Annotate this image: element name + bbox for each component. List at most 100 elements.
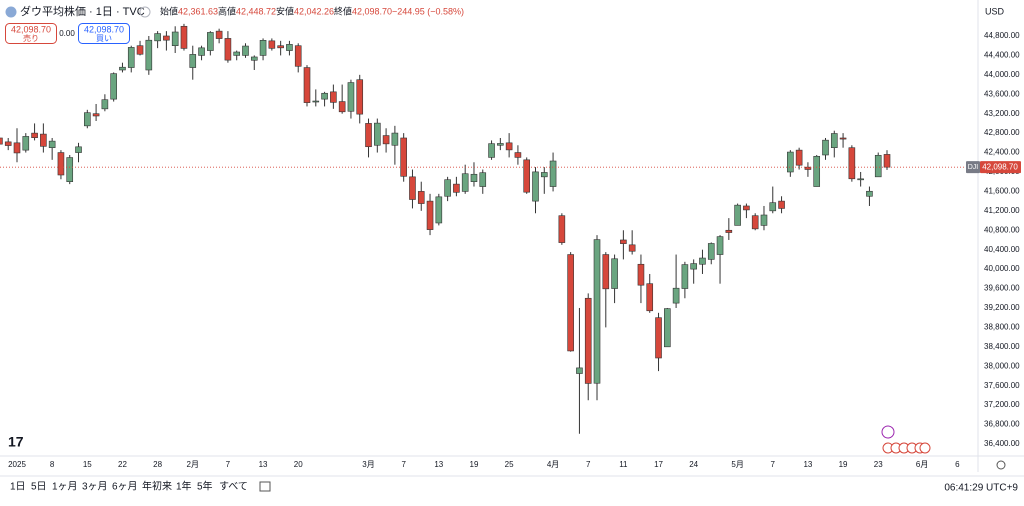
candle-body xyxy=(145,39,153,71)
range-button[interactable]: 1年 xyxy=(176,480,192,493)
candle-body xyxy=(514,152,522,158)
x-tick-label: 6月 xyxy=(916,460,928,469)
y-tick-label: 38,000.00 xyxy=(984,361,1020,370)
candle-body xyxy=(286,44,293,51)
candle-body xyxy=(488,143,495,158)
candle-body xyxy=(523,159,531,193)
y-tick-label: 44,000.00 xyxy=(984,70,1020,79)
range-button[interactable]: 年初来 xyxy=(142,480,172,493)
candle-body xyxy=(92,113,100,117)
range-button[interactable]: 5日 xyxy=(31,482,47,493)
candle-body xyxy=(110,73,117,100)
sell-button[interactable] xyxy=(5,23,57,44)
event-flags xyxy=(882,442,931,454)
x-tick-label: 20 xyxy=(294,460,303,469)
candle-body xyxy=(312,100,320,103)
candle-body xyxy=(646,283,654,312)
y-tick-label: 39,600.00 xyxy=(984,284,1020,293)
sell-label: 売り xyxy=(23,33,39,43)
x-tick-label: 7 xyxy=(401,460,406,469)
candle-body xyxy=(40,133,47,147)
range-button[interactable]: すべて xyxy=(219,481,248,493)
candle-body xyxy=(294,45,302,67)
candle-body xyxy=(699,257,706,265)
x-tick-label: 28 xyxy=(153,460,162,469)
y-tick-label: 44,800.00 xyxy=(984,31,1020,40)
candle-body xyxy=(690,263,697,270)
candle-body xyxy=(453,183,460,193)
candle-body xyxy=(813,155,821,187)
candle-body xyxy=(470,173,478,182)
status-icon xyxy=(139,6,151,18)
date-range-icon[interactable] xyxy=(259,481,271,492)
candle-body xyxy=(374,122,381,146)
y-tick-label: 41,600.00 xyxy=(984,187,1020,196)
x-tick-label: 13 xyxy=(259,460,268,469)
candle-body xyxy=(189,54,197,68)
candle-body xyxy=(0,137,3,145)
candle-body xyxy=(558,215,566,243)
event-icon[interactable] xyxy=(881,425,895,439)
y-tick-label: 38,800.00 xyxy=(984,323,1020,332)
range-button[interactable]: 1ヶ月 xyxy=(52,481,78,493)
candle-body xyxy=(75,146,82,153)
spread: 0.00 xyxy=(59,29,75,38)
candle-body xyxy=(672,287,680,304)
candle-body xyxy=(444,179,451,197)
range-button[interactable]: 6ヶ月 xyxy=(112,481,138,493)
candle-body xyxy=(497,143,504,146)
low-label: 安値 xyxy=(276,5,294,16)
candle-body xyxy=(13,142,21,154)
currency[interactable]: USD xyxy=(985,6,1005,16)
y-tick-label: 43,600.00 xyxy=(984,89,1020,98)
x-tick-label: 17 xyxy=(654,460,663,469)
candle-body xyxy=(382,135,390,145)
candle-body xyxy=(664,308,671,348)
candle-body xyxy=(409,176,416,200)
y-tick-label: 40,000.00 xyxy=(984,264,1020,273)
low-value: 42,042.26 xyxy=(294,6,334,16)
candle-body xyxy=(277,45,284,49)
y-tick-label: 37,200.00 xyxy=(984,400,1020,409)
buy-button[interactable] xyxy=(78,23,130,44)
plot xyxy=(0,23,978,434)
candle-body xyxy=(330,91,337,103)
price-label-box xyxy=(980,161,1021,174)
buy-label: 買い xyxy=(96,34,112,43)
candle-body xyxy=(751,215,759,230)
candle-body xyxy=(734,204,741,226)
settings-icon[interactable] xyxy=(996,460,1006,470)
y-tick-label: 38,400.00 xyxy=(984,342,1020,351)
range-button[interactable]: 1日 xyxy=(10,482,26,493)
close-value: 42,098.70 xyxy=(352,6,392,16)
candle-body xyxy=(830,133,838,148)
candle-body xyxy=(250,56,258,61)
x-tick-label: 7 xyxy=(226,460,231,469)
candle-body xyxy=(400,137,407,177)
candle-body xyxy=(242,45,249,56)
candle-body xyxy=(426,200,434,230)
range-button[interactable]: 3ヶ月 xyxy=(82,481,108,493)
candle-body xyxy=(760,214,768,226)
x-tick-label: 13 xyxy=(434,460,443,469)
x-tick-label: 5月 xyxy=(731,460,743,469)
x-tick-label: 7 xyxy=(771,460,776,469)
candle-body xyxy=(224,38,232,61)
candle-body xyxy=(707,243,715,260)
candle-body xyxy=(259,40,267,56)
candle-body xyxy=(417,191,425,204)
candle-body xyxy=(356,79,364,115)
candle-body xyxy=(84,112,91,127)
candle-body xyxy=(839,137,847,140)
candle-body xyxy=(461,173,469,192)
candle-body xyxy=(874,155,882,178)
candle-body xyxy=(637,263,645,286)
x-tick-label: 6 xyxy=(955,460,960,469)
price-label: 42,098.70 xyxy=(982,162,1018,171)
sell-price: 42,098.70 xyxy=(11,24,51,34)
range-button[interactable]: 5年 xyxy=(197,480,213,493)
candle-body xyxy=(795,149,803,166)
candle-body xyxy=(321,92,328,100)
close-label: 終値 xyxy=(334,5,352,16)
